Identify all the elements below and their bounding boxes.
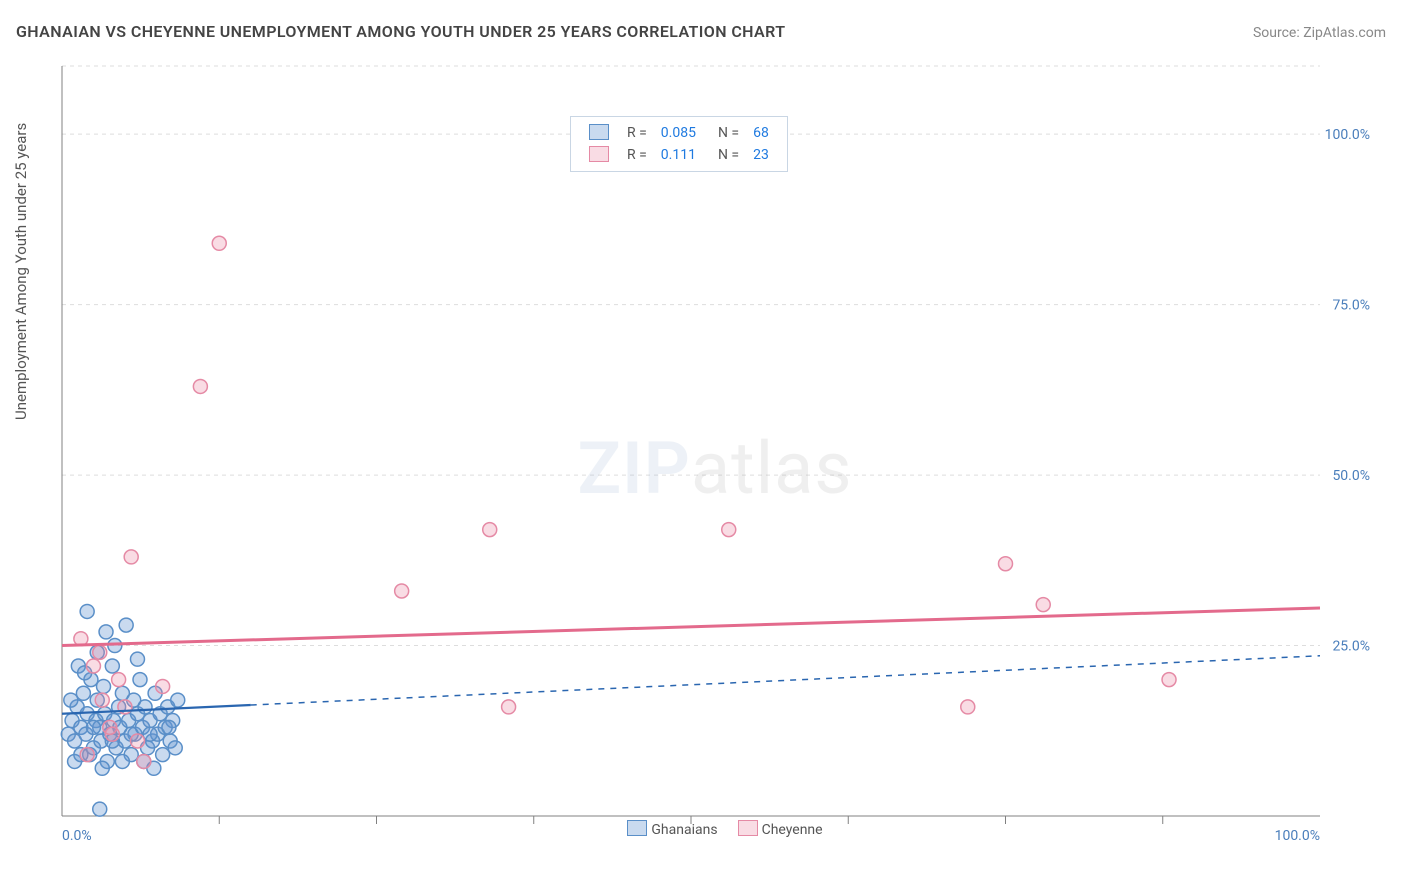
svg-text:75.0%: 75.0% <box>1332 298 1370 314</box>
legend-item: Cheyenne <box>718 822 823 838</box>
source-attribution: Source: ZipAtlas.com <box>1253 25 1386 41</box>
svg-text:50.0%: 50.0% <box>1332 468 1370 484</box>
legend-item: Ghanaians <box>607 822 717 838</box>
chart-title: GHANAIAN VS CHEYENNE UNEMPLOYMENT AMONG … <box>16 22 785 41</box>
correlation-stats-box: R =0.085N =68R =0.111N =23 <box>570 116 788 172</box>
plot-area: 25.0%50.0%75.0%100.0%0.0%100.0% ZIPatlas… <box>50 56 1380 844</box>
svg-text:25.0%: 25.0% <box>1332 639 1370 655</box>
scatter-plot-svg: 25.0%50.0%75.0%100.0%0.0%100.0% <box>50 56 1380 844</box>
y-axis-label: Unemployment Among Youth under 25 years <box>12 123 30 420</box>
legend: GhanaiansCheyenne <box>50 820 1380 838</box>
svg-text:100.0%: 100.0% <box>1325 127 1370 143</box>
